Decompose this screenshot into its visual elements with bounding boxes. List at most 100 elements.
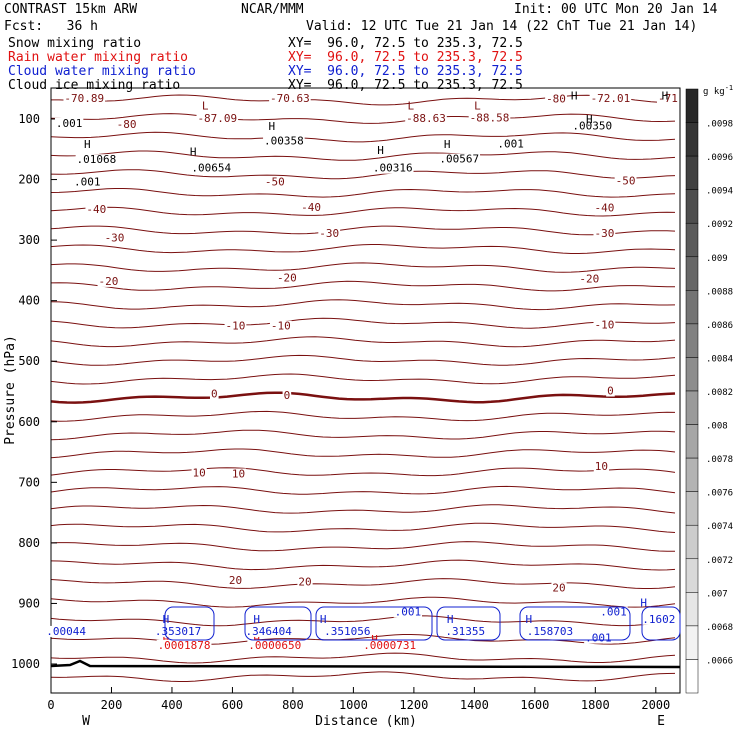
- extremum-mark: H: [84, 138, 91, 151]
- cloud-water-label-bg: [525, 625, 575, 637]
- cloud-ice-label-bg: [54, 117, 84, 129]
- field-xy-cloud-water: XY= 96.0, 72.5 to 235.3, 72.5: [288, 64, 523, 79]
- cloud-ice-label: .00316: [373, 162, 413, 175]
- extremum-mark: H: [586, 113, 593, 126]
- cloud-water-label-bg: [393, 606, 423, 618]
- colorbar-swatch: [685, 357, 699, 392]
- temperature-label-bg: [269, 93, 311, 105]
- temperature-label: -40: [301, 201, 321, 214]
- cloud-water-label: .1602: [642, 613, 675, 626]
- rain-water-label-bg: [362, 639, 418, 651]
- field-xy-rain: XY= 96.0, 72.5 to 235.3, 72.5: [288, 50, 523, 65]
- cloud-ice-label-bg: [75, 154, 118, 166]
- temperature-contour-line: [50, 410, 676, 422]
- cloud-ice-label: .01068: [76, 153, 116, 166]
- colorbar-tick-label: .009: [706, 254, 728, 264]
- temperature-label-bg: [318, 228, 341, 240]
- temperature-label-bg: [578, 273, 601, 285]
- cloud-ice-label-bg: [371, 162, 414, 174]
- temperature-label-bg: [230, 468, 247, 480]
- extremum-mark: H: [662, 90, 669, 103]
- temperature-label: 0: [284, 389, 291, 402]
- temperature-label: 10: [595, 460, 608, 473]
- temperature-label-bg: [606, 385, 615, 397]
- temperature-label-bg: [589, 93, 632, 105]
- y-tick-label: 900: [18, 596, 40, 610]
- extremum-mark: H: [320, 613, 327, 626]
- colorbar-swatch: [685, 659, 699, 694]
- colorbar-tick-label: .007: [706, 589, 728, 599]
- cloud-water-label: .00044: [46, 625, 86, 638]
- cloud-ice-label: .00350: [572, 119, 612, 132]
- temperature-label-bg: [275, 272, 298, 284]
- temperature-contour-line: [50, 113, 676, 124]
- y-tick-label: 1000: [11, 657, 40, 671]
- temperature-label: 20: [298, 575, 311, 588]
- colorbar-tick-label: .0098: [706, 120, 733, 130]
- temperature-label-bg: [269, 320, 292, 332]
- field-xy-snow: XY= 96.0, 72.5 to 235.3, 72.5: [288, 36, 523, 51]
- temperature-label: -70.89: [64, 92, 104, 105]
- x-tick-label: 1600: [520, 698, 549, 712]
- y-tick-label: 400: [18, 294, 40, 308]
- x-axis-west-label: W: [82, 714, 90, 729]
- plot-frame: [50, 87, 681, 694]
- temperature-label-bg: [227, 575, 244, 587]
- temperature-contour-line: [50, 169, 676, 180]
- extremum-mark: H: [377, 144, 384, 157]
- x-tick-label: 200: [101, 698, 123, 712]
- colorbar-tick-label: .0074: [706, 522, 733, 532]
- cloud-ice-label-bg: [496, 138, 525, 150]
- temperature-contour-line: [50, 634, 676, 645]
- cloud-ice-label-bg: [438, 153, 481, 165]
- temperature-contour-line: [50, 150, 676, 161]
- temperature-label: -30: [319, 227, 339, 240]
- temperature-label: 10: [232, 467, 245, 480]
- field-name-cloud-water: Cloud water mixing ratio: [8, 64, 196, 79]
- rain-water-label: .0000650: [248, 639, 301, 652]
- extremum-mark: H: [253, 613, 260, 626]
- y-tick-label: 200: [18, 173, 40, 187]
- temperature-label-bg: [63, 93, 106, 105]
- forecast-hour: Fcst: 36 h: [4, 19, 98, 34]
- temperature-label-bg: [297, 576, 313, 588]
- extremum-mark: H: [190, 145, 197, 158]
- extremum-mark: H: [371, 633, 378, 646]
- temperature-label-bg: [97, 275, 120, 287]
- x-tick-label: 400: [161, 698, 183, 712]
- colorbar-tick-label: .0094: [706, 187, 733, 197]
- organization-label: NCAR/MMM: [241, 2, 304, 17]
- temperature-contour-line: [50, 317, 676, 329]
- cloud-ice-label: .001: [497, 137, 524, 150]
- x-tick-label: 800: [282, 698, 304, 712]
- temperature-label: -87.09: [197, 112, 237, 125]
- extremum-mark: H: [163, 613, 170, 626]
- temperature-contour-line: [50, 522, 676, 533]
- temperature-label: -71: [658, 92, 678, 105]
- temperature-contour-line: [50, 280, 676, 292]
- temperature-label: -40: [594, 202, 614, 215]
- model-title: CONTRAST 15km ARW: [4, 2, 138, 17]
- field-name-cloud-ice: Cloud ice mixing ratio: [8, 78, 181, 93]
- temperature-label-bg: [224, 320, 247, 332]
- temperature-contour-line: [50, 652, 676, 664]
- x-tick-label: 1000: [339, 698, 368, 712]
- temperature-label-bg: [115, 119, 138, 131]
- cloud-water-label-bg: [153, 625, 203, 637]
- temperature-contour-line: [50, 578, 676, 589]
- cloud-water-label-bg: [45, 625, 87, 637]
- cloud-water-label: .001: [600, 606, 627, 619]
- y-tick-label: 700: [18, 475, 40, 489]
- x-tick-label: 1800: [581, 698, 610, 712]
- temperature-label: -20: [277, 271, 297, 284]
- colorbar-swatch: [685, 592, 699, 627]
- colorbar-tick-label: .0096: [706, 153, 733, 163]
- extremum-mark: L: [474, 99, 481, 112]
- cloud-water-label-bg: [641, 613, 677, 625]
- temperature-label: -70.63: [270, 92, 310, 105]
- axes: 0 200 400 600 800 1000 1200 1400 1600 1800 2000100…: [11, 112, 670, 712]
- plot-border: [50, 87, 681, 694]
- y-tick-label: 800: [18, 536, 40, 550]
- x-tick-label: 1200: [399, 698, 428, 712]
- colorbar-tick-label: .008: [706, 422, 728, 432]
